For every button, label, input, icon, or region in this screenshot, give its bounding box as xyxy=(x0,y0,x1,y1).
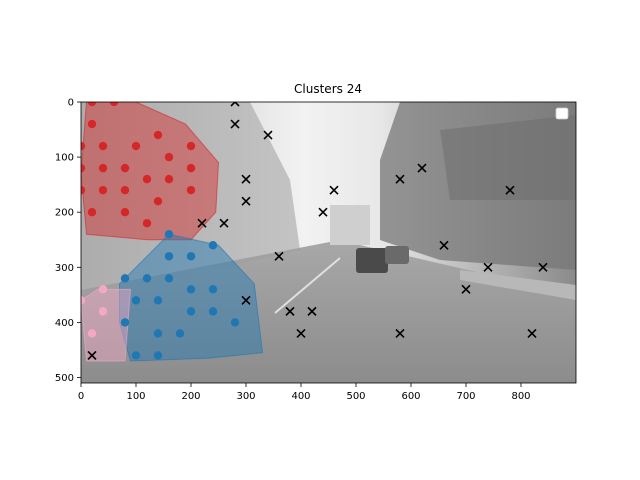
cluster-0-point xyxy=(81,141,86,151)
cluster-0-point xyxy=(164,174,174,184)
y-tick-label: 200 xyxy=(55,208,74,219)
background-photo xyxy=(81,102,576,383)
x-marker-point xyxy=(395,328,405,338)
cluster-0-point xyxy=(186,141,196,151)
x-tick-label: 700 xyxy=(456,391,475,402)
x-axis: 0 100 200 300 400 500 600 700 800 xyxy=(78,383,531,402)
cluster-1-point xyxy=(164,274,174,283)
cluster-0-point xyxy=(120,185,130,195)
x-tick-label: 800 xyxy=(511,391,530,402)
x-marker-point xyxy=(483,262,493,272)
cluster-0-point xyxy=(131,141,141,151)
x-marker-point xyxy=(461,284,471,294)
cluster-0-point xyxy=(109,102,119,107)
x-marker-point xyxy=(439,240,449,250)
x-tick-label: 200 xyxy=(181,391,200,402)
y-axis: 0 100 200 300 400 500 xyxy=(55,98,81,384)
cluster-0-point xyxy=(98,163,108,173)
cluster-0-point xyxy=(142,174,152,184)
cluster-hull-1 xyxy=(119,233,264,362)
cluster-hulls xyxy=(81,102,264,362)
cluster-0-point xyxy=(153,196,163,206)
x-marker-point xyxy=(274,251,284,261)
y-tick-label: 300 xyxy=(55,263,74,274)
cluster-1-point xyxy=(164,230,174,239)
y-tick-label: 400 xyxy=(55,318,74,329)
cluster-1-point xyxy=(120,318,130,327)
x-tick-label: 0 xyxy=(78,391,84,402)
cluster-0-point xyxy=(87,102,97,107)
x-marker-point xyxy=(417,163,427,173)
x-marker-point xyxy=(87,350,97,361)
cluster-1-point xyxy=(186,285,196,294)
cluster-2-point xyxy=(98,307,108,316)
cluster-0-point xyxy=(153,130,163,140)
cluster-0-point xyxy=(98,141,108,151)
x-marker-point xyxy=(318,207,328,217)
cluster-1-point xyxy=(208,307,218,316)
x-tick-label: 500 xyxy=(346,391,365,402)
scatter-points xyxy=(81,102,548,361)
x-marker-point xyxy=(505,185,515,195)
cluster-0-point xyxy=(98,185,108,195)
x-marker-point xyxy=(296,328,306,338)
x-marker-point xyxy=(197,218,207,228)
x-marker-point xyxy=(527,328,537,338)
cluster-1-point xyxy=(120,274,130,283)
x-marker-point xyxy=(395,174,405,184)
x-marker-point xyxy=(230,102,240,107)
cluster-1-point xyxy=(230,318,240,327)
cluster-1-point xyxy=(131,296,141,305)
cluster-0-point xyxy=(142,219,152,228)
cluster-0-point xyxy=(164,152,174,162)
x-marker-point xyxy=(285,306,295,316)
cluster-1-point xyxy=(153,351,163,360)
cluster-1-point xyxy=(186,252,196,261)
x-marker-point xyxy=(538,262,548,272)
cluster-2-point xyxy=(81,296,86,305)
cluster-0-point xyxy=(81,185,86,195)
cluster-0-point xyxy=(186,163,196,173)
x-marker-point xyxy=(241,174,251,184)
cluster-1-point xyxy=(186,307,196,316)
x-marker-point xyxy=(241,295,251,305)
cluster-0-point xyxy=(87,207,97,217)
cluster-1-point xyxy=(153,296,163,305)
x-marker-point xyxy=(230,119,240,129)
cluster-hull-0 xyxy=(81,102,220,241)
cluster-1-point xyxy=(142,274,152,283)
chart-title: Clusters 24 xyxy=(294,82,362,96)
x-tick-label: 600 xyxy=(401,391,420,402)
cluster-2-point xyxy=(87,329,97,338)
x-tick-label: 300 xyxy=(236,391,255,402)
y-tick-label: 500 xyxy=(55,373,74,384)
y-tick-label: 100 xyxy=(55,153,74,164)
cluster-1-point xyxy=(175,329,185,338)
x-tick-label: 100 xyxy=(126,391,145,402)
cluster-0-point xyxy=(87,119,97,129)
legend-box xyxy=(555,107,569,120)
cluster-0-point xyxy=(120,163,130,173)
cluster-1-point xyxy=(208,241,218,250)
x-marker-point xyxy=(263,130,273,140)
cluster-1-point xyxy=(131,351,141,360)
cluster-0-point xyxy=(81,163,86,173)
x-marker-point xyxy=(329,185,339,195)
cluster-0-point xyxy=(120,207,130,217)
cluster-0-point xyxy=(186,185,196,195)
x-marker-point xyxy=(241,196,251,206)
plot-frame xyxy=(80,101,577,384)
cluster-1-point xyxy=(153,329,163,338)
y-tick-label: 0 xyxy=(68,98,74,109)
x-marker-point xyxy=(307,306,317,316)
cluster-1-point xyxy=(208,285,218,294)
cluster-2-point xyxy=(98,285,108,294)
x-marker-point xyxy=(219,218,229,228)
x-tick-label: 400 xyxy=(291,391,310,402)
cluster-1-point xyxy=(164,252,174,261)
